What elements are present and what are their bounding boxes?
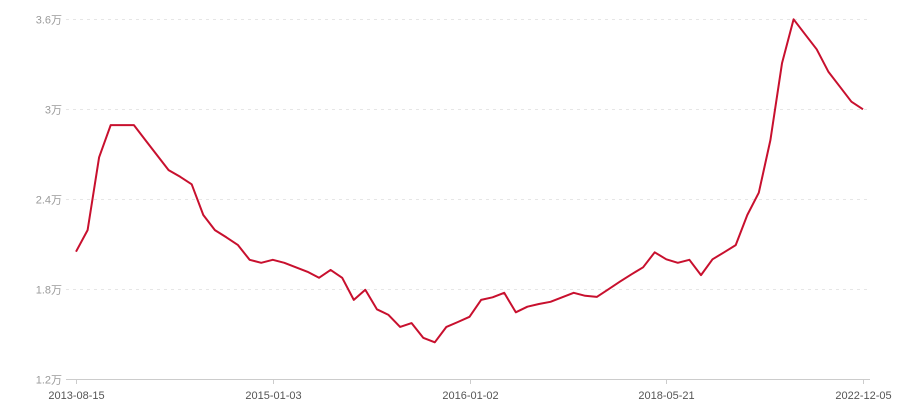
y-tick-label: 3.6万	[36, 15, 62, 27]
y-tick-label: 2.4万	[36, 195, 62, 207]
y-tick-label: 1.2万	[36, 375, 62, 387]
y-axis-ticks: 1.2万 1.8万 2.4万 3万 3.6万	[36, 15, 62, 387]
x-tick-label: 2013-08-15	[48, 390, 104, 400]
gridlines	[66, 19, 870, 290]
x-tick-label: 2015-01-03	[245, 390, 301, 400]
y-tick-label: 3万	[45, 105, 62, 117]
y-tick-label: 1.8万	[36, 285, 62, 297]
x-tick-label: 2022-12-05	[835, 390, 891, 400]
x-axis-ticks: 2013-08-15 2015-01-03 2016-01-02 2018-05-21…	[48, 379, 892, 400]
x-tick-label: 2016-01-02	[442, 390, 498, 400]
x-tick-label: 2018-05-21	[638, 390, 694, 400]
series-line	[75, 18, 864, 344]
